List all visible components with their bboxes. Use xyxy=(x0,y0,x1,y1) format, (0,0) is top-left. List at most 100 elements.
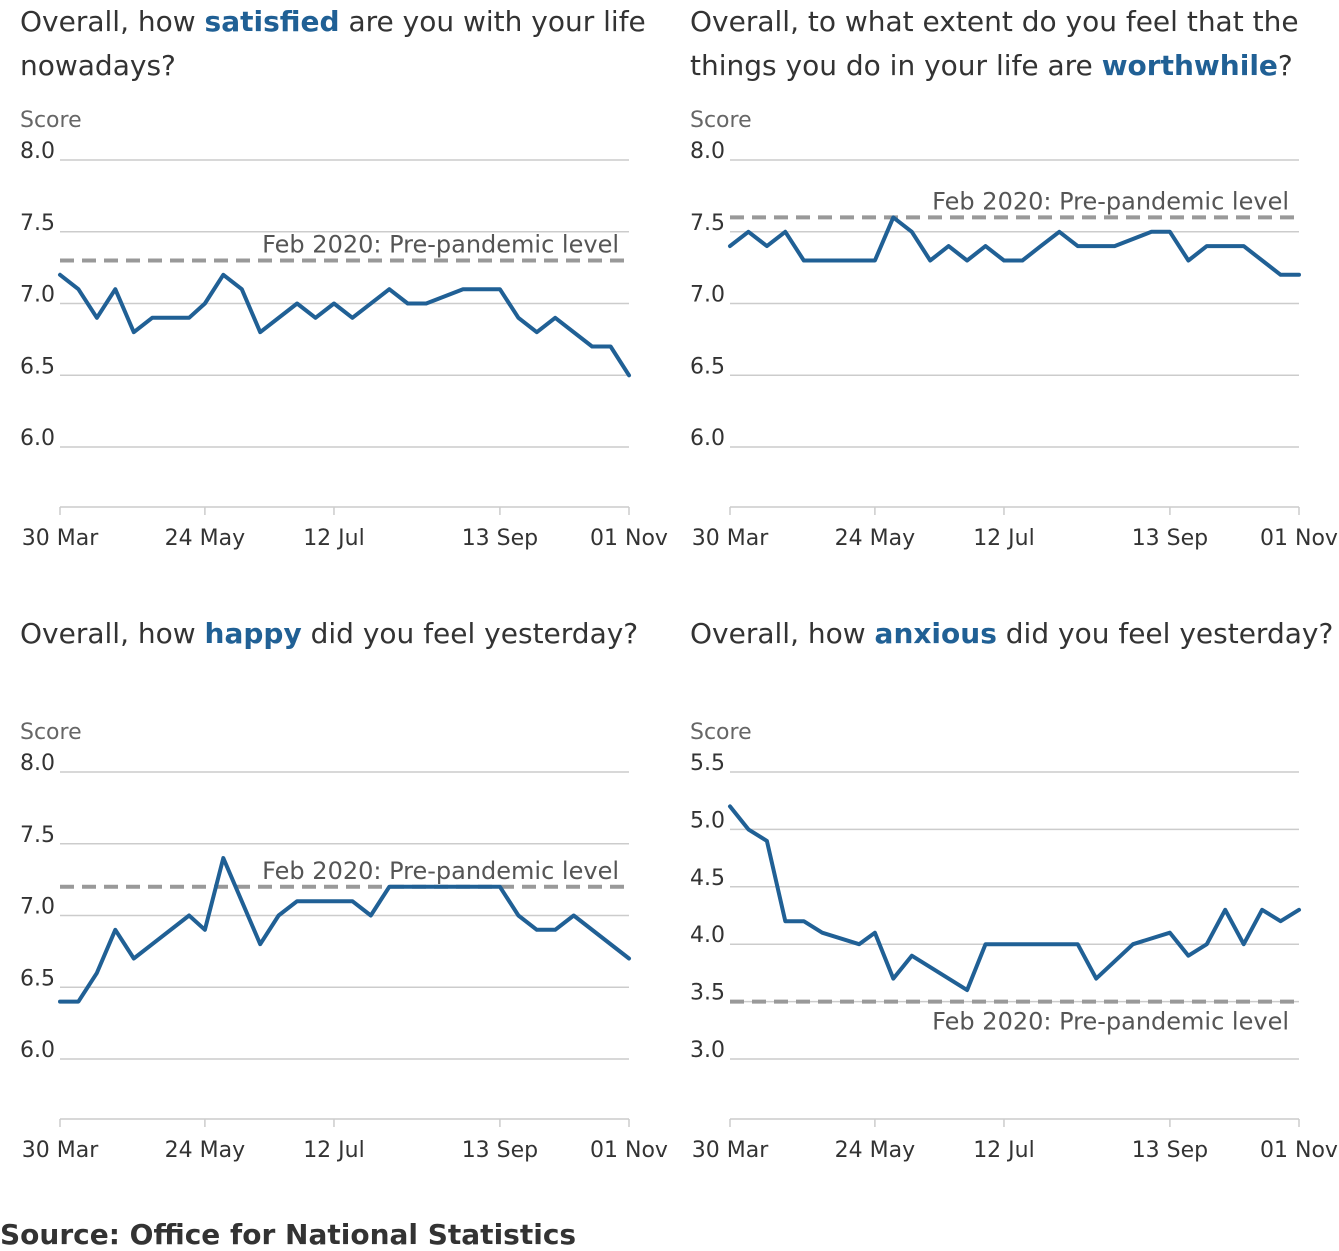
y-tick-label: 7.0 xyxy=(20,895,55,920)
y-tick-label: 4.0 xyxy=(690,923,725,948)
data-point xyxy=(965,988,969,992)
data-point xyxy=(1168,931,1172,935)
data-point xyxy=(535,330,539,334)
x-tick-label: 01 Nov xyxy=(590,526,668,551)
data-point xyxy=(1279,273,1283,277)
chart-title: Overall, to what extent do you feel that… xyxy=(690,0,1339,88)
data-point xyxy=(58,1000,62,1004)
data-point xyxy=(802,258,806,262)
chart-title-highlight: worthwhile xyxy=(1101,49,1278,82)
chart-title-highlight: anxious xyxy=(874,617,997,650)
data-point xyxy=(1297,908,1301,912)
data-point xyxy=(187,316,191,320)
data-point xyxy=(1002,942,1006,946)
x-tick-label: 13 Sep xyxy=(1132,526,1208,551)
data-point xyxy=(1094,977,1098,981)
data-point xyxy=(258,330,262,334)
data-point xyxy=(58,273,62,277)
data-point xyxy=(928,258,932,262)
data-point xyxy=(277,914,281,918)
data-point xyxy=(369,914,373,918)
data-point xyxy=(406,302,410,306)
x-tick-label: 24 May xyxy=(835,526,915,551)
reference-label: Feb 2020: Pre-pandemic level xyxy=(932,1008,1289,1036)
data-point xyxy=(424,302,428,306)
data-point xyxy=(765,244,769,248)
data-point xyxy=(783,230,787,234)
chart-title-text: ? xyxy=(1277,49,1293,82)
data-point xyxy=(187,914,191,918)
y-tick-label: 5.0 xyxy=(690,808,725,833)
y-tick-label: 7.0 xyxy=(690,283,725,308)
data-point xyxy=(1260,908,1264,912)
data-point xyxy=(1113,244,1117,248)
data-point xyxy=(802,919,806,923)
data-point xyxy=(516,914,520,918)
y-tick-label: 4.5 xyxy=(690,866,725,891)
chart-title-text: Overall, how xyxy=(20,617,205,650)
data-point xyxy=(1149,230,1153,234)
x-tick-label: 30 Mar xyxy=(692,526,769,551)
data-point xyxy=(406,885,410,889)
data-point xyxy=(76,1000,80,1004)
data-point xyxy=(387,287,391,291)
data-point xyxy=(627,373,631,377)
data-point xyxy=(295,302,299,306)
data-point xyxy=(891,215,895,219)
data-point xyxy=(240,287,244,291)
y-tick-label: 8.0 xyxy=(20,752,55,776)
data-point xyxy=(553,316,557,320)
data-point xyxy=(350,316,354,320)
x-tick-label: 30 Mar xyxy=(22,526,99,551)
data-point xyxy=(169,316,173,320)
x-tick-label: 12 Jul xyxy=(973,526,1035,551)
y-tick-label: 8.0 xyxy=(20,140,55,164)
y-tick-label: 6.0 xyxy=(690,426,725,451)
chart-title-highlight: happy xyxy=(204,617,302,650)
data-point xyxy=(295,899,299,903)
x-tick-label: 12 Jul xyxy=(303,1138,365,1163)
chart-title-text: did you feel yesterday? xyxy=(301,617,639,650)
data-point xyxy=(873,258,877,262)
x-tick-label: 12 Jul xyxy=(973,1138,1035,1163)
data-point xyxy=(113,287,117,291)
data-point xyxy=(387,885,391,889)
data-point xyxy=(332,302,336,306)
data-point xyxy=(572,914,576,918)
data-point xyxy=(1168,230,1172,234)
data-point xyxy=(746,230,750,234)
series-line xyxy=(58,272,631,378)
y-axis-title: Score xyxy=(20,108,82,133)
x-tick-label: 13 Sep xyxy=(1132,1138,1208,1163)
data-point xyxy=(746,827,750,831)
x-tick-label: 24 May xyxy=(835,1138,915,1163)
data-point xyxy=(728,804,732,808)
line-chart: 6.0 6.5 7.0 7.5 8.0 30 Mar 24 May 12 Jul 13 Sep 0… xyxy=(20,752,668,1163)
data-point xyxy=(553,928,557,932)
chart-title-text: Overall, to what extent do you feel that… xyxy=(690,5,1299,82)
data-point xyxy=(1242,244,1246,248)
data-point xyxy=(150,316,154,320)
x-tick-label: 30 Mar xyxy=(692,1138,769,1163)
data-point xyxy=(516,316,520,320)
data-point xyxy=(350,899,354,903)
data-point xyxy=(965,258,969,262)
y-tick-label: 6.0 xyxy=(20,426,55,451)
data-point xyxy=(1076,942,1080,946)
data-point xyxy=(783,919,787,923)
data-point xyxy=(984,244,988,248)
data-point xyxy=(1205,244,1209,248)
data-point xyxy=(820,931,824,935)
reference-label: Feb 2020: Pre-pandemic level xyxy=(262,230,619,258)
data-point xyxy=(535,928,539,932)
line-chart: 3.0 3.5 4.0 4.5 5.0 5.5 30 Mar 24 May 12 Jul 13 S… xyxy=(690,752,1338,1163)
data-point xyxy=(258,942,262,946)
data-point xyxy=(1297,273,1301,277)
data-point xyxy=(947,244,951,248)
y-tick-label: 7.5 xyxy=(20,211,55,236)
y-tick-label: 5.5 xyxy=(690,752,725,776)
data-point xyxy=(132,957,136,961)
series-line xyxy=(728,804,1301,993)
y-axis-title: Score xyxy=(690,108,752,133)
data-point xyxy=(498,287,502,291)
